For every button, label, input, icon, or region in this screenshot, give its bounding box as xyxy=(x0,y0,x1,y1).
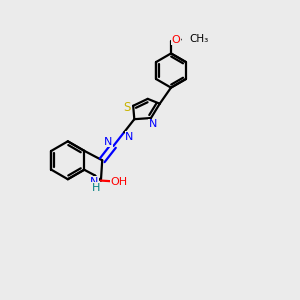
Text: H: H xyxy=(92,183,100,193)
Text: N: N xyxy=(125,132,134,142)
Text: N: N xyxy=(104,137,112,147)
Text: CH₃: CH₃ xyxy=(189,34,208,44)
Text: N: N xyxy=(148,119,157,130)
Text: O: O xyxy=(172,34,181,45)
Text: OH: OH xyxy=(111,177,128,187)
Text: N: N xyxy=(90,177,98,187)
Text: S: S xyxy=(123,101,130,114)
